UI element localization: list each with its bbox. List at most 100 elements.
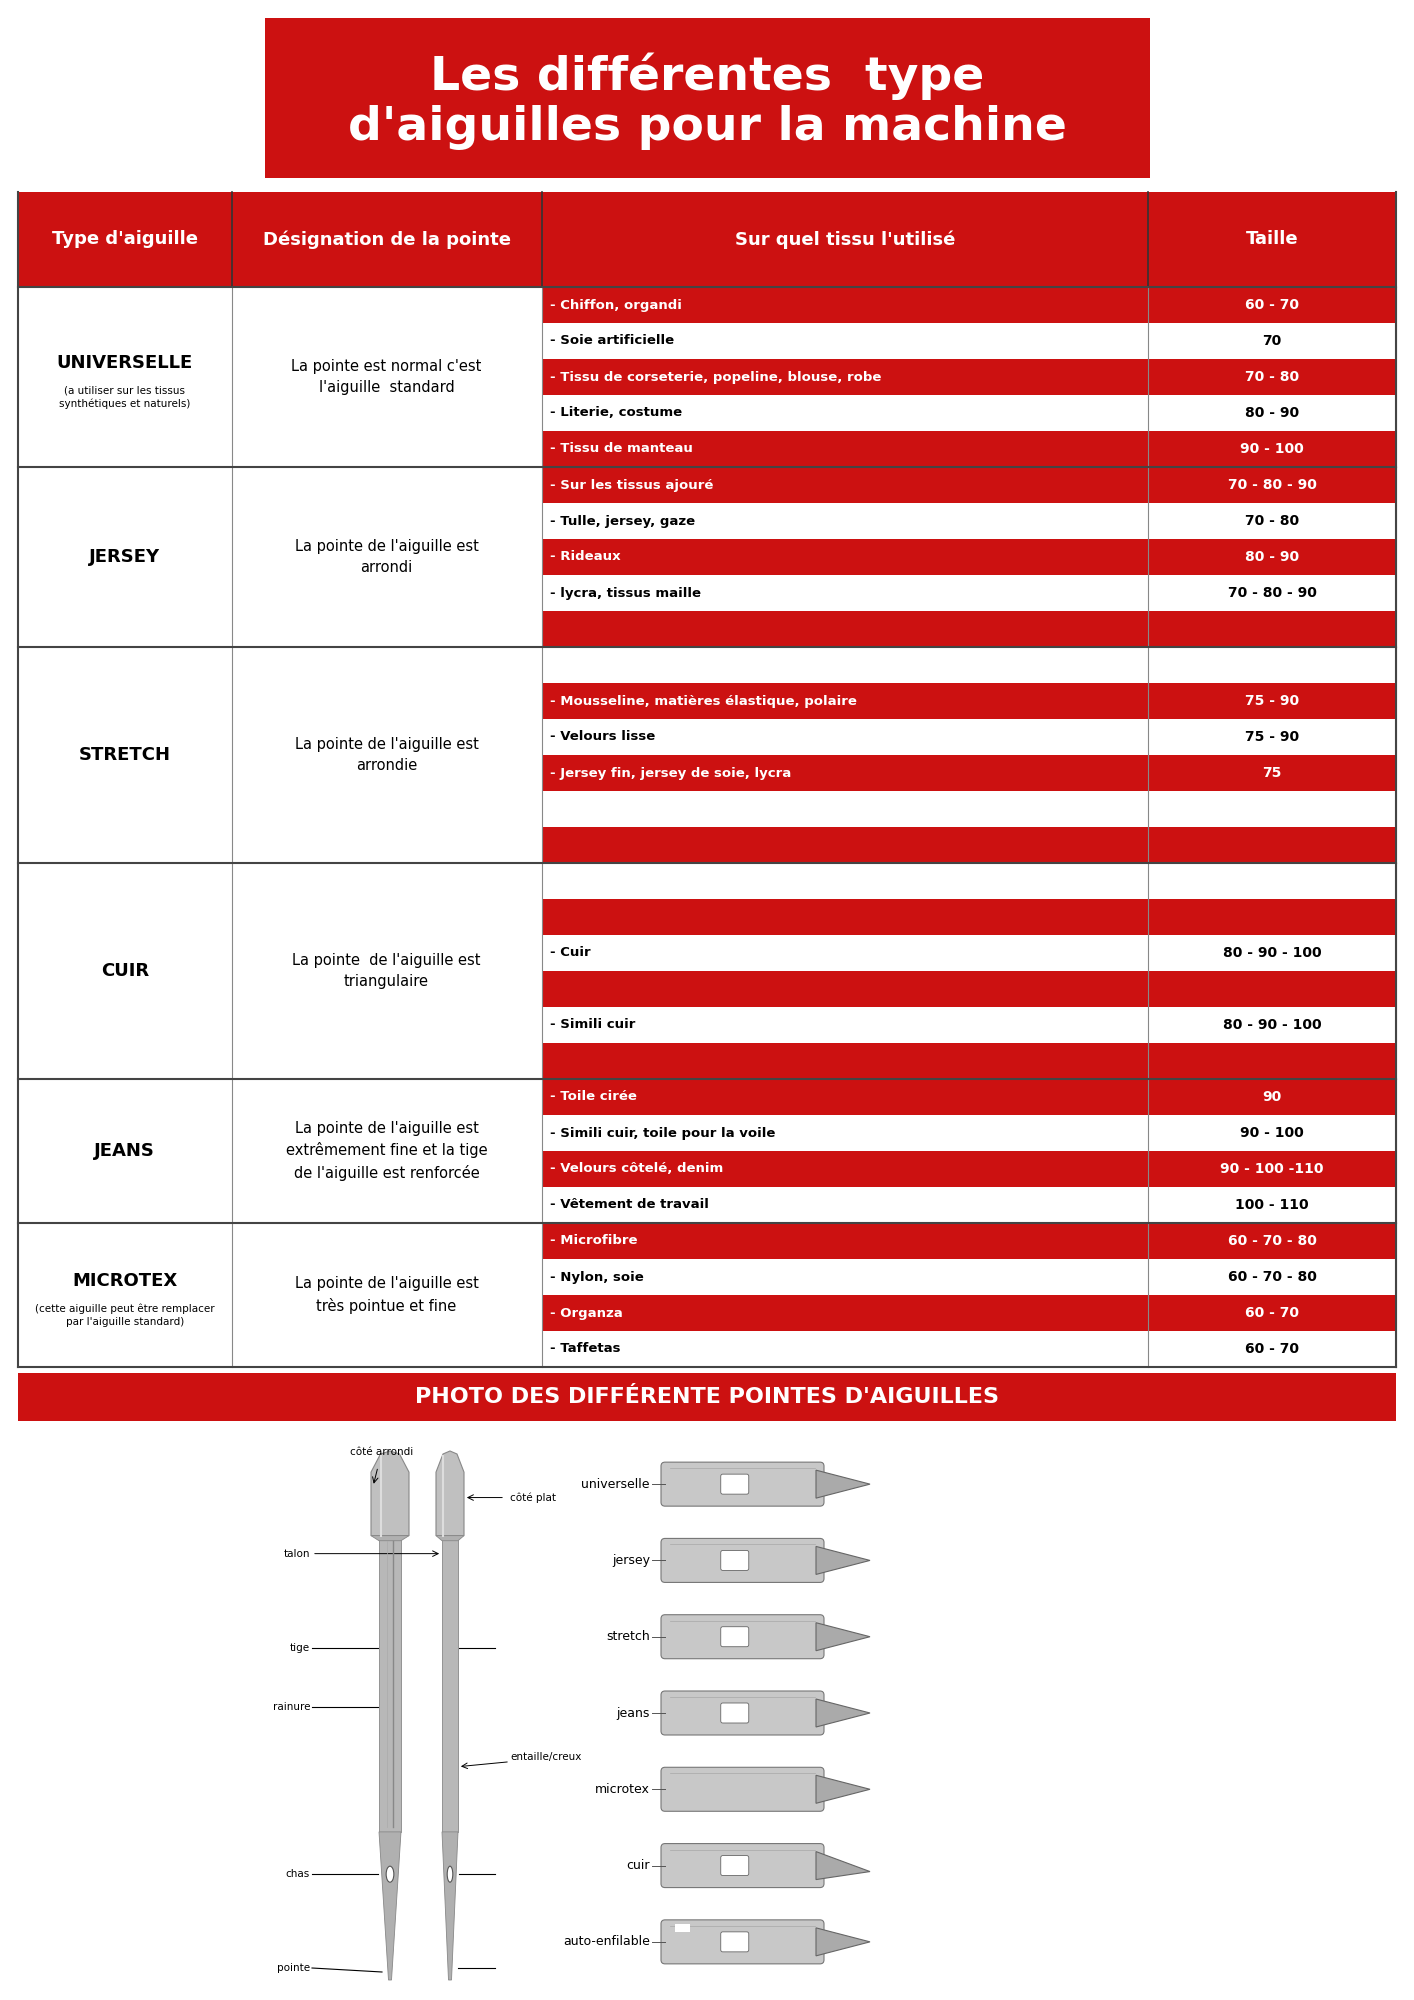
Text: - Vêtement de travail: - Vêtement de travail <box>550 1198 708 1212</box>
Text: - Jersey fin, jersey de soie, lycra: - Jersey fin, jersey de soie, lycra <box>550 766 790 780</box>
Bar <box>1148 396 1396 432</box>
Bar <box>542 1116 1148 1152</box>
Bar <box>542 1296 1148 1332</box>
Bar <box>1148 754 1396 790</box>
Text: microtex: microtex <box>595 1782 650 1796</box>
Text: rainure: rainure <box>273 1702 310 1712</box>
Bar <box>1148 432 1396 466</box>
Polygon shape <box>816 1546 870 1574</box>
FancyBboxPatch shape <box>721 1932 749 1952</box>
Bar <box>542 322 1148 360</box>
Bar <box>1148 864 1396 900</box>
Text: 70 - 80 - 90: 70 - 80 - 90 <box>1227 586 1316 600</box>
Ellipse shape <box>386 1866 395 1882</box>
Bar <box>1148 1080 1396 1116</box>
Text: 70: 70 <box>1263 334 1281 348</box>
Bar <box>1148 466 1396 502</box>
Bar <box>542 538 1148 576</box>
Text: Taille: Taille <box>1246 230 1298 248</box>
FancyBboxPatch shape <box>660 1920 824 1964</box>
Text: 70 - 80 - 90: 70 - 80 - 90 <box>1227 478 1316 492</box>
FancyBboxPatch shape <box>660 1768 824 1812</box>
Bar <box>1148 576 1396 612</box>
Bar <box>1148 1044 1396 1080</box>
Bar <box>542 1152 1148 1186</box>
Text: - Tissu de manteau: - Tissu de manteau <box>550 442 693 456</box>
Text: JERSEY: JERSEY <box>89 548 160 566</box>
Text: - Simili cuir: - Simili cuir <box>550 1018 635 1032</box>
Bar <box>18 1372 1396 1420</box>
Text: Sur quel tissu l'utilisé: Sur quel tissu l'utilisé <box>735 230 954 248</box>
Text: universelle: universelle <box>581 1478 650 1490</box>
Polygon shape <box>443 1536 458 1832</box>
Bar <box>18 864 542 1080</box>
Bar <box>542 432 1148 466</box>
Text: 90 - 100: 90 - 100 <box>1240 1126 1304 1140</box>
Bar <box>1148 502 1396 538</box>
Text: 75 - 90: 75 - 90 <box>1244 694 1299 708</box>
Text: jersey: jersey <box>612 1554 650 1566</box>
Bar <box>18 466 542 648</box>
Text: stretch: stretch <box>607 1630 650 1644</box>
Text: 60 - 70: 60 - 70 <box>1244 298 1299 312</box>
Text: Type d'aiguille: Type d'aiguille <box>52 230 198 248</box>
Bar <box>542 1260 1148 1296</box>
Bar <box>1148 1116 1396 1152</box>
Text: PHOTO DES DIFFÉRENTE POINTES D'AIGUILLES: PHOTO DES DIFFÉRENTE POINTES D'AIGUILLES <box>414 1388 1000 1408</box>
Text: Désignation de la pointe: Désignation de la pointe <box>263 230 510 248</box>
Polygon shape <box>816 1852 870 1880</box>
Text: La pointe de l'aiguille est
extrêmement fine et la tige
de l'aiguille est renfor: La pointe de l'aiguille est extrêmement … <box>286 1120 488 1180</box>
Bar <box>542 828 1148 864</box>
Bar <box>1148 1296 1396 1332</box>
Bar <box>1148 648 1396 684</box>
Text: jeans: jeans <box>617 1706 650 1720</box>
Bar <box>18 192 1396 286</box>
Bar <box>1148 1332 1396 1368</box>
Text: - Tulle, jersey, gaze: - Tulle, jersey, gaze <box>550 514 694 528</box>
Text: - Tissu de corseterie, popeline, blouse, robe: - Tissu de corseterie, popeline, blouse,… <box>550 370 881 384</box>
Polygon shape <box>816 1470 870 1498</box>
Text: 70 - 80: 70 - 80 <box>1244 370 1299 384</box>
Text: - Velours côtelé, denim: - Velours côtelé, denim <box>550 1162 723 1176</box>
Bar <box>542 684 1148 720</box>
Bar <box>1148 360 1396 396</box>
Polygon shape <box>436 1536 464 1540</box>
Text: - lycra, tissus maille: - lycra, tissus maille <box>550 586 701 600</box>
Text: d'aiguilles pour la machine: d'aiguilles pour la machine <box>348 106 1068 150</box>
Bar <box>1148 286 1396 322</box>
Text: - Velours lisse: - Velours lisse <box>550 730 655 744</box>
Bar <box>542 900 1148 936</box>
Polygon shape <box>816 1700 870 1726</box>
Text: tige: tige <box>290 1644 310 1654</box>
Bar <box>542 1044 1148 1080</box>
Bar <box>1148 936 1396 972</box>
Text: 90 - 100: 90 - 100 <box>1240 442 1304 456</box>
Bar <box>542 648 1148 684</box>
Text: 70 - 80: 70 - 80 <box>1244 514 1299 528</box>
Bar <box>542 1186 1148 1222</box>
Text: auto-enfilable: auto-enfilable <box>563 1936 650 1948</box>
Bar <box>1148 900 1396 936</box>
Bar <box>542 286 1148 322</box>
Text: côté arrondi: côté arrondi <box>351 1446 414 1456</box>
Text: La pointe de l'aiguille est
arrondi: La pointe de l'aiguille est arrondi <box>294 538 478 576</box>
Text: 100 - 110: 100 - 110 <box>1236 1198 1309 1212</box>
Bar <box>542 754 1148 790</box>
FancyBboxPatch shape <box>660 1614 824 1658</box>
Text: (cette aiguille peut être remplacer
par l'aiguille standard): (cette aiguille peut être remplacer par … <box>35 1304 215 1326</box>
FancyBboxPatch shape <box>660 1844 824 1888</box>
Text: talon: talon <box>283 1548 310 1558</box>
Text: La pointe  de l'aiguille est
triangulaire: La pointe de l'aiguille est triangulaire <box>293 954 481 988</box>
Polygon shape <box>443 1832 458 1980</box>
Bar <box>1148 1186 1396 1222</box>
Bar <box>1148 972 1396 1008</box>
FancyBboxPatch shape <box>721 1474 749 1494</box>
Text: 80 - 90 - 100: 80 - 90 - 100 <box>1223 1018 1321 1032</box>
Text: entaille/creux: entaille/creux <box>510 1752 581 1762</box>
Text: - Soie artificielle: - Soie artificielle <box>550 334 673 348</box>
Text: 80 - 90 - 100: 80 - 90 - 100 <box>1223 946 1321 960</box>
Text: JEANS: JEANS <box>95 1142 156 1160</box>
Polygon shape <box>436 1452 464 1536</box>
Text: 90: 90 <box>1263 1090 1281 1104</box>
Polygon shape <box>370 1452 409 1536</box>
